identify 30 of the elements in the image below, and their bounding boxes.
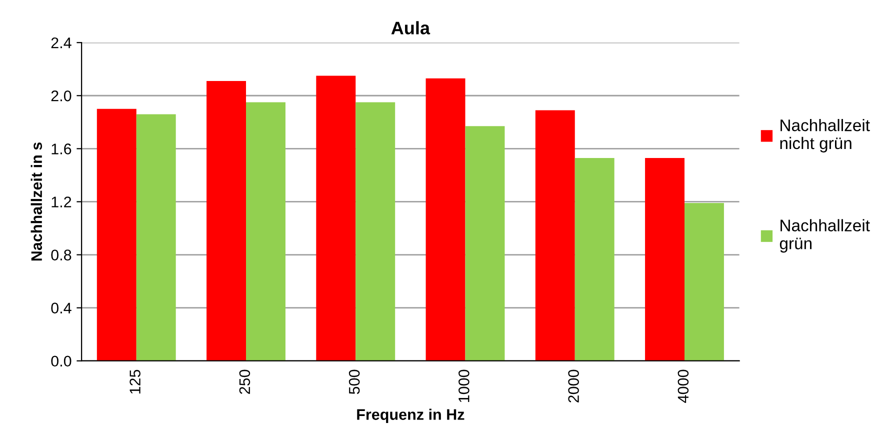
x-tick-label: 125 [130,370,140,394]
bar [246,102,286,361]
y-tick-label: 1.2 [52,196,72,208]
bar [136,114,176,361]
bar [356,102,396,361]
bar [316,76,356,361]
y-tick-label: 0.0 [51,356,72,367]
y-tick-label: 1.6 [52,144,72,154]
x-tick-label: 1000 [458,370,470,402]
x-tick-label: 4000 [678,370,689,403]
bar [426,78,466,361]
y-tick-label: 0.8 [51,250,72,260]
y-tick-label: 0.4 [51,302,72,314]
bar [574,158,614,361]
legend-label: Nachhallzeit nicht grün [780,118,870,152]
x-axis-title: Frequenz in Hz [357,408,464,423]
bar [96,108,136,361]
y-tick-label: 2.0 [51,90,72,102]
bar [206,81,246,361]
x-tick-label: 250 [239,370,250,394]
x-tick-label: 2000 [568,370,579,402]
y-tick-label: 2.4 [51,37,72,48]
bar [684,203,724,361]
bar [535,110,575,361]
legend-label: Nachhallzeit grün [780,219,870,253]
x-tick-label: 500 [348,370,360,394]
y-axis-title: Nachhallzeit in s [30,142,42,261]
bar [645,158,684,361]
chart-title: Aula [391,21,430,34]
bar [465,126,505,361]
